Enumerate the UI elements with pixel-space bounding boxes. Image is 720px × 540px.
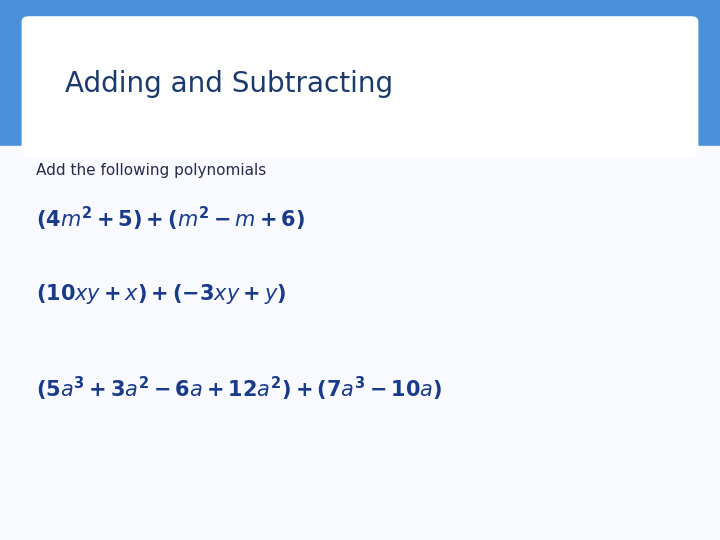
FancyBboxPatch shape <box>22 16 698 157</box>
Text: $\mathbf{(10\mathit{x}\mathit{y} + \mathit{x}) + (-3\mathit{x}\mathit{y} + \math: $\mathbf{(10\mathit{x}\mathit{y} + \math… <box>36 282 287 306</box>
Text: Adding and Subtracting: Adding and Subtracting <box>65 70 393 98</box>
Text: $\mathbf{(5\mathit{a}^3 + 3\mathit{a}^2 - 6\mathit{a} + 12\mathit{a}^2) + (7\mat: $\mathbf{(5\mathit{a}^3 + 3\mathit{a}^2 … <box>36 375 442 403</box>
Text: $\mathbf{(4\mathit{m}^2 + 5) + (\mathit{m}^2 - \mathit{m} + 6)}$: $\mathbf{(4\mathit{m}^2 + 5) + (\mathit{… <box>36 205 305 233</box>
Text: Add the following polynomials: Add the following polynomials <box>36 163 266 178</box>
FancyBboxPatch shape <box>0 146 720 540</box>
